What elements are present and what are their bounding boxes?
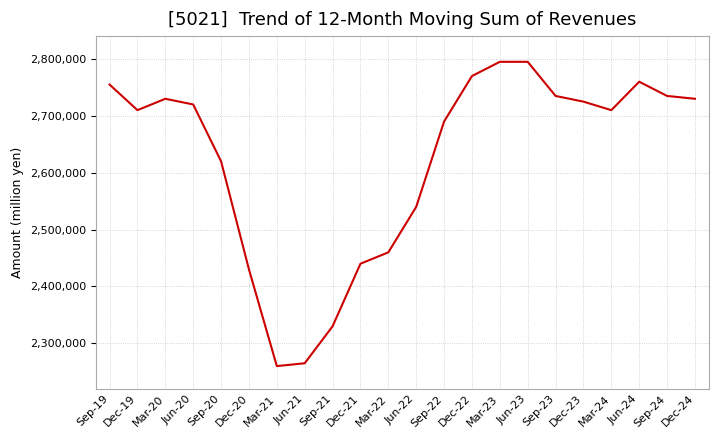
Title: [5021]  Trend of 12-Month Moving Sum of Revenues: [5021] Trend of 12-Month Moving Sum of R…	[168, 11, 636, 29]
Y-axis label: Amount (million yen): Amount (million yen)	[11, 147, 24, 278]
